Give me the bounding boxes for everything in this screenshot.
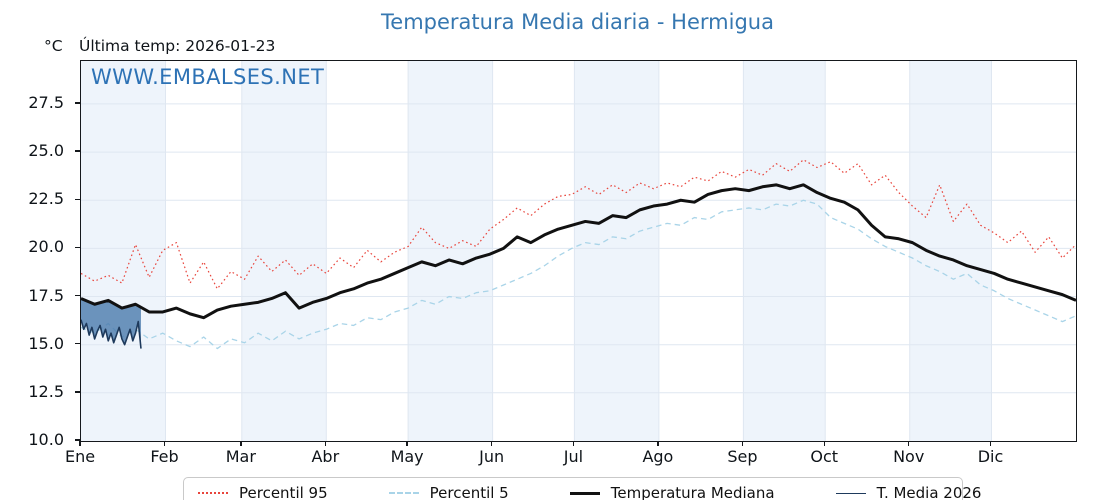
fill-2026-vs-median: [81, 298, 141, 349]
x-tick-mark: [406, 441, 408, 446]
legend-item-percentil-5: Percentil 5: [388, 484, 509, 500]
legend-marker-t-media-2026: [835, 492, 866, 494]
month-band: [81, 61, 166, 441]
chart-title: Temperatura Media diaria - Hermigua: [381, 10, 774, 34]
watermark: WWW.EMBALSES.NET: [91, 65, 325, 89]
y-tick-label: 27.5: [28, 92, 64, 112]
y-tick-label: 22.5: [28, 189, 64, 209]
x-tick-mark: [490, 441, 493, 446]
legend-label-percentil-5: Percentil 5: [429, 484, 509, 500]
legend-label-temperatura-mediana: Temperatura Mediana: [610, 484, 775, 500]
x-tick-label: Mar: [225, 447, 256, 466]
x-tick-mark: [989, 441, 992, 446]
x-tick-mark: [657, 441, 659, 446]
x-tick-mark: [908, 441, 910, 446]
y-tick-mark: [74, 294, 80, 297]
last-temp-label: Última temp: 2026-01-23: [79, 37, 276, 55]
plot-area: WWW.EMBALSES.NET: [80, 60, 1077, 442]
series-line-percentil-5: [81, 199, 1076, 350]
month-band: [241, 61, 327, 441]
month-band: [909, 61, 992, 441]
x-tick-label: Abr: [311, 447, 340, 466]
legend-item-t-media-2026: T. Media 2026: [835, 484, 982, 500]
x-tick-label: Dic: [977, 447, 1004, 466]
series-line-percentil-95: [81, 159, 1076, 290]
legend-marker-temperatura-mediana: [569, 491, 600, 495]
y-tick-mark: [74, 198, 80, 200]
series-line-t-media-2026: [81, 319, 142, 349]
x-tick-mark: [741, 441, 744, 446]
y-tick-mark: [74, 246, 80, 249]
chart-legend: Percentil 95 Percentil 5 Temperatura Media…: [183, 477, 981, 500]
x-tick-label: May: [390, 447, 424, 466]
y-axis-unit-label: °C: [44, 37, 63, 55]
legend-item-percentil-95: Percentil 95: [198, 484, 328, 500]
x-tick-label: Feb: [150, 447, 179, 466]
x-tick-label: Oct: [810, 447, 839, 466]
y-tick-label: 12.5: [28, 381, 64, 401]
month-band: [743, 61, 826, 441]
y-tick-mark: [74, 391, 80, 393]
legend-marker-percentil-5: [388, 492, 419, 494]
x-tick-label: Jul: [563, 447, 584, 466]
x-tick-mark: [324, 441, 327, 446]
y-tick-label: 10.0: [28, 430, 64, 449]
x-tick-mark: [823, 441, 825, 446]
month-band: [408, 61, 493, 441]
y-tick-label: 20.0: [28, 237, 64, 257]
x-tick-label: Jun: [479, 447, 505, 466]
series-line-temperatura-mediana: [81, 183, 1076, 320]
y-tick-mark: [74, 102, 80, 104]
legend-item-temperatura-mediana: Temperatura Mediana: [569, 484, 775, 500]
y-tick-mark: [74, 342, 80, 345]
x-tick-mark: [79, 441, 81, 446]
x-tick-label: Sep: [727, 447, 758, 466]
chart-canvas: [81, 61, 1076, 441]
legend-label-percentil-95: Percentil 95: [239, 484, 328, 500]
x-tick-label: Ago: [642, 447, 674, 466]
x-tick-label: Nov: [893, 447, 925, 466]
y-tick-mark: [74, 439, 80, 441]
y-tick-label: 15.0: [28, 333, 64, 353]
legend-marker-percentil-95: [198, 492, 228, 494]
x-tick-mark: [240, 441, 242, 446]
legend-label-t-media-2026: T. Media 2026: [876, 484, 982, 500]
month-band: [574, 61, 659, 441]
y-tick-label: 25.0: [28, 141, 64, 161]
x-tick-label: Ene: [64, 447, 96, 466]
y-tick-label: 17.5: [28, 285, 64, 305]
x-tick-mark: [572, 441, 575, 446]
y-tick-mark: [74, 150, 80, 152]
x-tick-mark: [163, 441, 166, 446]
